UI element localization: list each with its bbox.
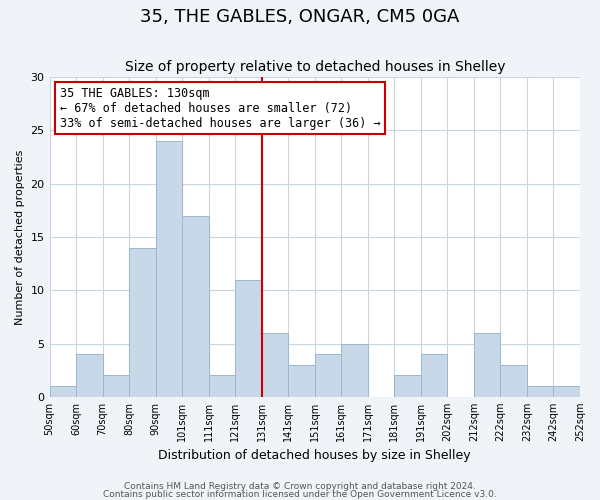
Bar [182, 216, 209, 397]
Bar [209, 376, 235, 397]
Bar [500, 365, 527, 397]
Text: Contains HM Land Registry data © Crown copyright and database right 2024.: Contains HM Land Registry data © Crown c… [124, 482, 476, 491]
Bar [341, 344, 368, 397]
Text: 35, THE GABLES, ONGAR, CM5 0GA: 35, THE GABLES, ONGAR, CM5 0GA [140, 8, 460, 26]
Bar [288, 365, 315, 397]
Bar [103, 376, 129, 397]
Bar [474, 333, 500, 397]
Bar [262, 333, 288, 397]
Bar [155, 141, 182, 397]
Bar [50, 386, 76, 397]
Bar [129, 248, 155, 397]
Text: Contains public sector information licensed under the Open Government Licence v3: Contains public sector information licen… [103, 490, 497, 499]
X-axis label: Distribution of detached houses by size in Shelley: Distribution of detached houses by size … [158, 450, 471, 462]
Bar [76, 354, 103, 397]
Bar [315, 354, 341, 397]
Title: Size of property relative to detached houses in Shelley: Size of property relative to detached ho… [125, 60, 505, 74]
Bar [527, 386, 553, 397]
Text: 35 THE GABLES: 130sqm
← 67% of detached houses are smaller (72)
33% of semi-deta: 35 THE GABLES: 130sqm ← 67% of detached … [60, 86, 381, 130]
Bar [394, 376, 421, 397]
Y-axis label: Number of detached properties: Number of detached properties [15, 149, 25, 324]
Bar [235, 280, 262, 397]
Bar [421, 354, 448, 397]
Bar [553, 386, 580, 397]
